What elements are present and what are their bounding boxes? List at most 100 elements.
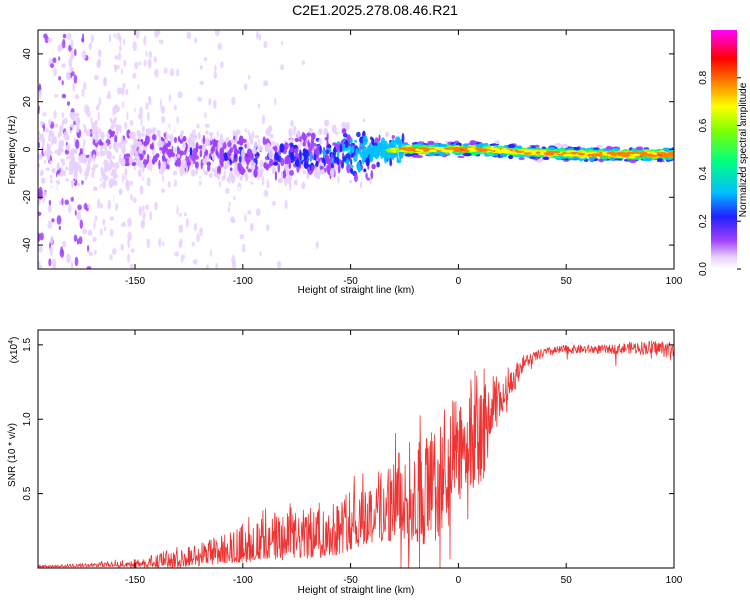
heatmap-cell: [280, 40, 284, 46]
heatmap-cell: [183, 181, 187, 186]
heatmap-cell: [385, 131, 389, 138]
heatmap-cell: [318, 170, 322, 176]
heatmap-cell: [215, 262, 218, 269]
heatmap-cell: [259, 177, 262, 184]
heatmap-cell: [105, 160, 109, 170]
heatmap-cell: [302, 170, 306, 174]
heatmap-cell: [116, 32, 121, 42]
heatmap-cell: [88, 42, 93, 50]
heatmap-cell: [354, 139, 357, 143]
heatmap-cell: [38, 166, 41, 174]
heatmap-cell: [306, 132, 312, 137]
heatmap-cell: [547, 152, 555, 155]
snr-scale-suffix: ): [9, 337, 20, 340]
heatmap-cell: [369, 178, 372, 185]
heatmap-cell: [86, 163, 91, 172]
heatmap-cell: [116, 124, 120, 131]
heatmap-cell: [123, 100, 128, 110]
heatmap-cell: [88, 155, 93, 163]
heatmap-cell: [554, 143, 563, 148]
spectrogram-ylabel: Frequency (Hz): [7, 116, 18, 185]
heatmap-cell: [39, 232, 44, 241]
heatmap-cell: [129, 119, 134, 127]
heatmap-cell: [288, 128, 293, 138]
heatmap-cell: [345, 121, 350, 131]
heatmap-cell: [427, 140, 435, 145]
heatmap-cell: [315, 160, 319, 167]
heatmap-cell: [127, 217, 132, 227]
heatmap-cell: [50, 235, 54, 245]
heatmap-cell: [314, 147, 320, 156]
heatmap-cell: [251, 167, 254, 178]
heatmap-cell: [353, 173, 358, 183]
heatmap-cell: [389, 158, 392, 166]
heatmap-cell: [41, 137, 46, 146]
heatmap-cell: [176, 115, 179, 124]
heatmap-cell: [237, 163, 241, 171]
heatmap-cell: [502, 149, 511, 153]
heatmap-cell: [95, 97, 97, 107]
heatmap-cell: [163, 67, 168, 74]
heatmap-cell: [231, 254, 236, 265]
heatmap-cell: [88, 121, 92, 130]
heatmap-cell: [81, 157, 87, 164]
heatmap-cell: [390, 148, 398, 151]
heatmap-cell: [651, 154, 659, 157]
heatmap-cell: [244, 213, 247, 223]
heatmap-cell: [145, 204, 150, 210]
heatmap-cell: [114, 64, 118, 73]
heatmap-cell: [199, 227, 203, 237]
heatmap-cell: [204, 112, 207, 119]
heatmap-cell: [73, 170, 78, 178]
heatmap-cell: [154, 201, 158, 211]
heatmap-cell: [159, 135, 161, 146]
heatmap-cell: [346, 163, 351, 174]
heatmap-cell: [138, 149, 143, 154]
heatmap-cell: [133, 101, 136, 110]
heatmap-cell: [46, 142, 49, 151]
heatmap-cell: [371, 147, 376, 151]
heatmap-cell: [256, 30, 259, 40]
heatmap-cell: [282, 170, 287, 179]
heatmap-cell: [51, 166, 56, 174]
heatmap-cell: [74, 209, 77, 216]
heatmap-cell: [296, 130, 301, 138]
heatmap-cell: [309, 152, 313, 162]
heatmap-cell: [44, 128, 50, 133]
heatmap-cell: [240, 149, 246, 158]
heatmap-cell: [595, 144, 604, 148]
heatmap-cell: [537, 159, 542, 162]
heatmap-cell: [178, 224, 184, 233]
heatmap-cell: [257, 103, 261, 109]
heatmap-cell: [334, 143, 340, 148]
heatmap-cell: [147, 111, 150, 122]
colorbar: 0.0 0.2 0.4 0.6 0.8 Normalized spectral ampl…: [698, 30, 749, 276]
heatmap-cell: [113, 33, 116, 38]
heatmap-cell: [307, 139, 310, 148]
heatmap-cell: [388, 142, 394, 149]
heatmap-cell: [205, 130, 209, 135]
heatmap-cell: [437, 146, 443, 150]
heatmap-cell: [235, 135, 238, 141]
heatmap-cell: [457, 155, 465, 159]
heatmap-cell: [61, 118, 65, 126]
heatmap-cell: [70, 39, 74, 48]
heatmap-cell: [87, 106, 90, 111]
heatmap-cell: [224, 188, 230, 194]
heatmap-cell: [202, 59, 206, 68]
heatmap-cell: [62, 33, 67, 39]
heatmap-cell: [343, 132, 348, 138]
heatmap-cell: [72, 82, 75, 93]
heatmap-cell: [96, 60, 100, 69]
heatmap-cell: [217, 42, 222, 51]
heatmap-cell: [60, 158, 64, 163]
chart-title: C2E1.2025.278.08.46.R21: [292, 2, 458, 18]
heatmap-cell: [254, 141, 258, 149]
heatmap-cell: [418, 141, 425, 144]
heatmap-cell: [152, 127, 156, 135]
heatmap-cell: [213, 71, 217, 79]
heatmap-cell: [152, 148, 155, 156]
heatmap-cell: [151, 158, 156, 165]
heatmap-cell: [50, 138, 54, 146]
heatmap-cell: [293, 144, 298, 149]
